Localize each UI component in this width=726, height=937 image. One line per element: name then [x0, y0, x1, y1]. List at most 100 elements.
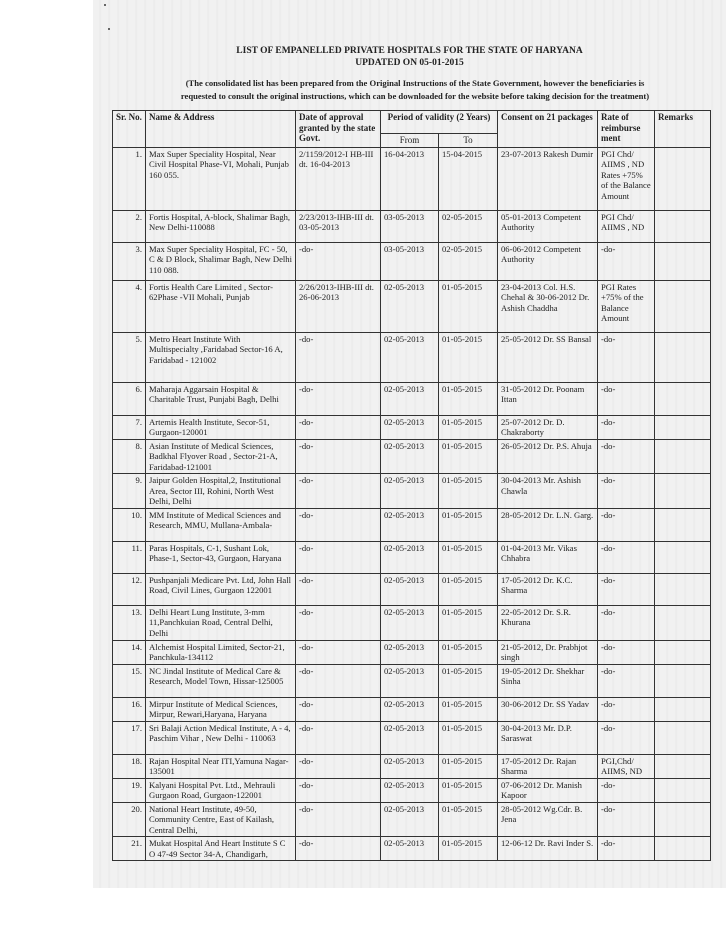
table-row: 9. Jaipur Golden Hospital,2, Institutiona… — [112, 473, 711, 509]
table-row: 3. Max Super Speciality Hospital, FC - 50… — [112, 241, 711, 281]
cell-to: 01-05-2015 — [438, 507, 498, 542]
cell-from: 02-05-2013 — [380, 836, 439, 861]
cell-sr: 4. — [112, 279, 146, 333]
cell-approval: -do- — [295, 696, 381, 722]
cell-from: 02-05-2013 — [380, 663, 439, 698]
cell-from: 02-05-2013 — [380, 753, 439, 779]
cell-to: 01-05-2015 — [438, 540, 498, 574]
cell-approval: -do- — [295, 381, 381, 416]
cell-remarks — [654, 663, 711, 698]
table-row: 11. Paras Hospitals, C-1, Sushant Lok, Ph… — [112, 540, 711, 574]
cell-sr: 6. — [112, 381, 146, 416]
cell-to: 01-05-2015 — [438, 753, 498, 779]
cell-consent: 05-01-2013 Competent Authority — [497, 209, 598, 243]
cell-sr: 8. — [112, 438, 146, 474]
cell-to: 01-05-2015 — [438, 777, 498, 803]
cell-consent: 12-06-12 Dr. Ravi Inder S. — [497, 836, 598, 861]
cell-approval: -do- — [295, 572, 381, 606]
cell-remarks — [654, 473, 711, 509]
cell-remarks — [654, 801, 711, 837]
cell-rate: PGI,Chd/ AIIMS, ND — [597, 753, 655, 779]
cell-consent: 28-05-2012 Wg.Cdr. B. Jena — [497, 801, 598, 837]
cell-rate: PGI Rates +75% of the Balance Amount — [597, 279, 655, 333]
cell-sr: 2. — [112, 209, 146, 243]
cell-name: Mukat Hospital And Heart Institute S C O… — [145, 836, 296, 861]
table-row: 14. Alchemist Hospital Limited, Sector-21… — [112, 639, 711, 665]
cell-to: 01-05-2015 — [438, 438, 498, 474]
cell-approval: -do- — [295, 663, 381, 698]
cell-approval: -do- — [295, 473, 381, 509]
cell-remarks — [654, 604, 711, 641]
cell-sr: 12. — [112, 572, 146, 606]
cell-remarks — [654, 279, 711, 333]
cell-sr: 21. — [112, 836, 146, 861]
cell-name: Alchemist Hospital Limited, Sector-21, P… — [145, 639, 296, 665]
cell-consent: 17-05-2012 Dr. K.C. Sharma — [497, 572, 598, 606]
cell-name: NC Jindal Institute of Medical Care & Re… — [145, 663, 296, 698]
cell-from: 03-05-2013 — [380, 209, 439, 243]
table-row: 8. Asian Institute of Medical Sciences, B… — [112, 438, 711, 474]
cell-remarks — [654, 381, 711, 416]
cell-name: National Heart Institute, 49-50, Communi… — [145, 801, 296, 837]
cell-name: Artemis Health Institute, Secor-51, Gurg… — [145, 414, 296, 440]
cell-approval: -do- — [295, 438, 381, 474]
cell-consent: 30-04-2013 Mr. D.P. Saraswat — [497, 720, 598, 755]
cell-sr: 3. — [112, 241, 146, 281]
header-validity: Period of validity (2 Years) — [380, 110, 498, 134]
header-name: Name & Address — [145, 110, 296, 148]
cell-rate: -do- — [597, 241, 655, 281]
table-row: 20. National Heart Institute, 49-50, Comm… — [112, 801, 711, 837]
cell-to: 01-05-2015 — [438, 801, 498, 837]
cell-sr: 17. — [112, 720, 146, 755]
header-remarks: Remarks — [654, 110, 711, 148]
cell-consent: 22-05-2012 Dr. S.R. Khurana — [497, 604, 598, 641]
cell-approval: -do- — [295, 777, 381, 803]
note-line-2: requested to consult the original instru… — [180, 91, 650, 101]
cell-name: Delhi Heart Lung Institute, 3-mm 11,Panc… — [145, 604, 296, 641]
scan-speck — [104, 4, 106, 6]
cell-approval: -do- — [295, 836, 381, 861]
cell-rate: -do- — [597, 572, 655, 606]
cell-remarks — [654, 696, 711, 722]
cell-approval: -do- — [295, 753, 381, 779]
cell-to: 01-05-2015 — [438, 414, 498, 440]
cell-name: Max Super Speciality Hospital, FC - 50, … — [145, 241, 296, 281]
table-row: 12. Pushpanjali Medicare Pvt. Ltd, John H… — [112, 572, 711, 606]
cell-from: 02-05-2013 — [380, 381, 439, 416]
cell-to: 02-05-2015 — [438, 209, 498, 243]
cell-remarks — [654, 639, 711, 665]
cell-rate: -do- — [597, 777, 655, 803]
cell-sr: 9. — [112, 473, 146, 509]
cell-remarks — [654, 572, 711, 606]
table-row: 13. Delhi Heart Lung Institute, 3-mm 11,P… — [112, 604, 711, 641]
table-row: 2. Fortis Hospital, A-block, Shalimar Bag… — [112, 209, 711, 243]
table-row: 17. Sri Balaji Action Medical Institute, … — [112, 720, 711, 755]
cell-approval: 2/1159/2012-I HB-III dt. 16-04-2013 — [295, 146, 381, 211]
cell-name: Paras Hospitals, C-1, Sushant Lok, Phase… — [145, 540, 296, 574]
cell-sr: 18. — [112, 753, 146, 779]
cell-rate: -do- — [597, 801, 655, 837]
cell-remarks — [654, 414, 711, 440]
table-row: 6. Maharaja Aggarsain Hospital & Charitab… — [112, 381, 711, 416]
cell-consent: 19-05-2012 Dr. Shekhar Sinha — [497, 663, 598, 698]
cell-sr: 20. — [112, 801, 146, 837]
document-title: LIST OF EMPANELLED PRIVATE HOSPITALS FOR… — [236, 46, 583, 56]
cell-name: Max Super Speciality Hospital, Near Civi… — [145, 146, 296, 211]
cell-from: 02-05-2013 — [380, 331, 439, 383]
table-row: 19. Kalyani Hospital Pvt. Ltd., Mehrauli … — [112, 777, 711, 803]
cell-approval: -do- — [295, 241, 381, 281]
cell-name: Kalyani Hospital Pvt. Ltd., Mehrauli Gur… — [145, 777, 296, 803]
cell-remarks — [654, 331, 711, 383]
cell-rate: -do- — [597, 836, 655, 861]
cell-from: 03-05-2013 — [380, 241, 439, 281]
cell-remarks — [654, 753, 711, 779]
cell-consent: 23-04-2013 Col. H.S. Chehal & 30-06-2012… — [497, 279, 598, 333]
cell-rate: -do- — [597, 540, 655, 574]
table-row: 16. Mirpur Institute of Medical Sciences,… — [112, 696, 711, 722]
cell-consent: 07-06-2012 Dr. Manish Kapoor — [497, 777, 598, 803]
cell-remarks — [654, 209, 711, 243]
table-row: 5. Metro Heart Institute With Multispecia… — [112, 331, 711, 383]
cell-name: Jaipur Golden Hospital,2, Institutional … — [145, 473, 296, 509]
table-row: 10. MM Institute of Medical Sciences and … — [112, 507, 711, 542]
cell-to: 02-05-2015 — [438, 241, 498, 281]
